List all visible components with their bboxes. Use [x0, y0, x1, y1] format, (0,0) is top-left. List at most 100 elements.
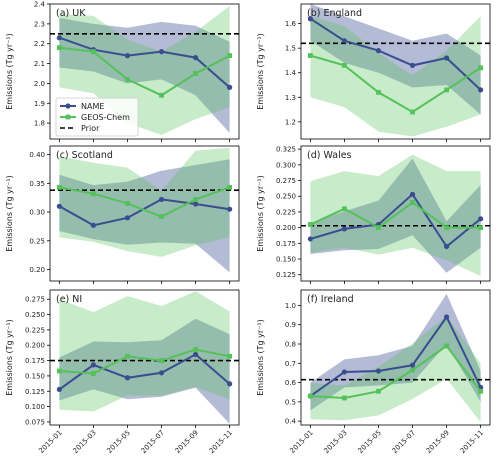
y-tick-label: 1.9 [34, 100, 45, 108]
axes-frame [300, 289, 491, 426]
name-data-point [227, 381, 233, 387]
y-axis-label: Emissions (Tg yr⁻¹) [256, 33, 265, 110]
name-data-point [409, 362, 416, 368]
y-tick-label: 1.5 [285, 45, 296, 53]
name-data-point [192, 351, 199, 358]
plot-area [50, 291, 239, 424]
y-tick-label: 1.4 [285, 69, 297, 77]
y-tick-label: 0.20 [29, 266, 45, 274]
name-data-point [478, 87, 484, 93]
y-tick-label: 0.9 [285, 321, 296, 329]
x-tick-label: 2015-03 [71, 429, 97, 455]
geos-data-point [159, 92, 164, 98]
y-tick-label: 0.40 [29, 151, 45, 159]
name-data-point [227, 84, 233, 90]
geos-data-point [342, 62, 347, 68]
y-tick-label: 0.25 [29, 237, 45, 245]
y-axis-label: Emissions (Tg yr⁻¹) [5, 175, 14, 252]
axes-frame [300, 3, 491, 140]
name-data-point [124, 53, 131, 59]
name-data-point [90, 362, 97, 368]
y-tick-label: 0.225 [25, 326, 45, 334]
name-uncertainty-band [59, 318, 230, 424]
geos-data-point [227, 53, 233, 59]
y-tick-label: 0.35 [29, 180, 45, 188]
legend-prior-label: Prior [81, 124, 100, 133]
y-tick-label: 2.0 [34, 80, 45, 88]
name-data-point [443, 314, 450, 320]
y-tick-label: 1.6 [285, 20, 297, 28]
panel-3: 0.125 0.150 0.175 0.200 0.225 0.250 0.275 0.300… [256, 145, 491, 284]
geos-data-point [376, 225, 381, 231]
name-data-point [56, 203, 62, 209]
geos-data-point [410, 109, 415, 115]
name-data-point [192, 55, 199, 61]
y-tick-label: 2.2 [34, 40, 45, 48]
name-data-point [56, 35, 62, 41]
geos-data-point [444, 225, 449, 231]
geos-data-point [159, 214, 164, 220]
name-data-point [56, 386, 62, 393]
y-axis-label: Emissions (Tg yr⁻¹) [256, 319, 265, 396]
name-data-point [307, 236, 313, 242]
geos-series-line [310, 344, 482, 400]
geos-data-point [478, 65, 484, 71]
plot-area [301, 154, 490, 276]
geos-series-line [59, 46, 231, 97]
geos-data-point [376, 388, 381, 394]
panel-label: (e) NI [56, 294, 82, 305]
y-tick-label: 0.250 [276, 193, 296, 201]
name-series-line [59, 36, 231, 89]
panel-1: 1.2 1.3 1.4 1.5 1.6 (b) England Emissions (Tg … [256, 3, 491, 142]
geos-uncertainty-band [59, 147, 230, 257]
panel-5: 0.4 0.5 0.6 0.7 0.8 0.9 1.0 2015-01 2015-03 2015-… [256, 289, 491, 455]
geos-data-point [125, 77, 130, 82]
x-tick-label: 2015-11 [459, 429, 485, 455]
geos-data-point [227, 353, 233, 359]
geos-data-point [193, 71, 198, 76]
name-data-point [443, 55, 450, 61]
geos-data-point [159, 358, 164, 363]
y-tick-label: 2.4 [34, 1, 46, 9]
legend-geos-marker [65, 114, 71, 120]
plot-area [50, 6, 239, 135]
axes-frame [49, 3, 240, 140]
geos-data-point [444, 343, 449, 349]
geos-data-point [478, 388, 484, 394]
y-tick-label: 0.300 [276, 161, 296, 169]
y-tick-label: 0.200 [276, 224, 296, 232]
name-series-line [58, 353, 231, 391]
y-tick-label: 2.3 [34, 20, 45, 28]
y-tick-label: 0.5 [285, 398, 296, 406]
geos-series-line [309, 201, 481, 229]
name-uncertainty-band [59, 159, 230, 273]
x-tick-label: 2015-05 [106, 429, 132, 455]
name-data-point [307, 16, 313, 22]
legend-name-label: NAME [81, 102, 104, 111]
name-data-point [375, 48, 382, 54]
name-data-point [90, 222, 97, 228]
y-tick-label: 2.1 [34, 60, 45, 68]
name-data-point [158, 49, 165, 55]
geos-data-point [410, 367, 415, 373]
plot-area [301, 293, 490, 423]
y-tick-label: 1.3 [285, 94, 296, 102]
geos-data-point [56, 368, 62, 374]
name-data-point [409, 191, 416, 197]
axes-frame [49, 145, 240, 282]
geos-series-line [59, 186, 230, 218]
y-tick-label: 0.7 [285, 360, 296, 368]
geos-data-point [307, 53, 313, 58]
y-tick-label: 0.225 [276, 208, 296, 216]
panel-label: (f) Ireland [307, 294, 354, 305]
axes-frame [49, 289, 240, 426]
y-tick-label: 0.175 [25, 357, 45, 365]
name-data-point [227, 206, 233, 212]
y-tick-label: 0.175 [276, 240, 296, 248]
x-tick-label: 2015-05 [357, 429, 383, 455]
name-series-line [309, 17, 482, 91]
geos-data-point [193, 347, 198, 352]
y-tick-label: 0.30 [29, 209, 45, 217]
geos-data-point [307, 222, 313, 227]
x-tick-label: 2015-01 [37, 429, 63, 455]
